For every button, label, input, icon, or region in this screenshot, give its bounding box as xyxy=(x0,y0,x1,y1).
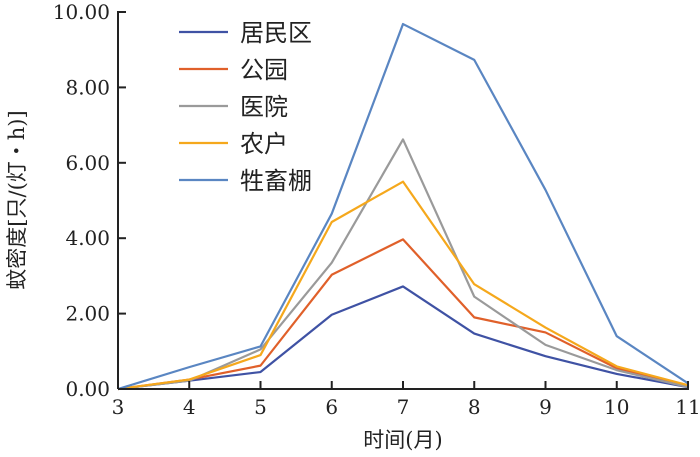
legend-label-2: 医院 xyxy=(240,93,288,121)
x-tick-label: 6 xyxy=(325,395,338,419)
x-axis-label: 时间(月) xyxy=(363,428,442,452)
legend-label-3: 农户 xyxy=(240,130,288,158)
x-tick-label: 3 xyxy=(112,395,125,419)
legend-label-0: 居民区 xyxy=(240,19,312,47)
x-tick-label: 10 xyxy=(604,395,629,419)
series-line-3 xyxy=(117,180,689,391)
y-tick-label: 10.00 xyxy=(53,0,110,24)
x-tick-label: 9 xyxy=(539,395,552,419)
legend-label-1: 公园 xyxy=(240,56,288,84)
y-tick-label: 6.00 xyxy=(65,151,110,175)
series-line-4 xyxy=(117,22,689,391)
legend-label-4: 牲畜棚 xyxy=(240,167,312,195)
x-tick-label: 11 xyxy=(675,395,700,419)
x-tick-label: 7 xyxy=(397,395,410,419)
x-tick-label: 4 xyxy=(183,395,196,419)
y-tick-label: 4.00 xyxy=(65,226,110,250)
y-tick-label: 0.00 xyxy=(65,377,110,401)
series-line-0 xyxy=(117,285,689,391)
y-tick-label: 2.00 xyxy=(65,302,110,326)
x-tick-label: 5 xyxy=(254,395,267,419)
y-tick-label: 8.00 xyxy=(65,75,110,99)
y-axis-label: 蚊密度[只/(灯・h)] xyxy=(5,110,29,289)
series-line-2 xyxy=(117,138,689,391)
series-line-1 xyxy=(117,238,689,391)
x-tick-label: 8 xyxy=(468,395,481,419)
